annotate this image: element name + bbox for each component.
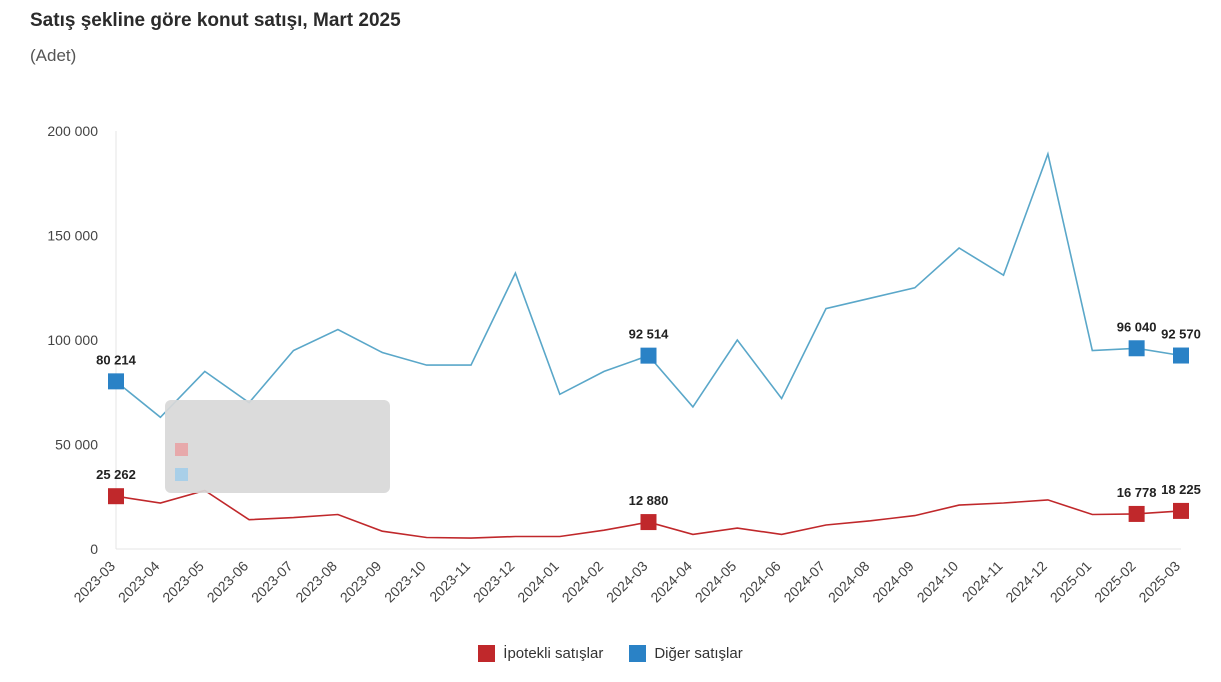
x-tick-label: 2023-07 <box>248 558 296 606</box>
x-tick-label: 2023-05 <box>159 558 207 606</box>
data-label: 92 514 <box>629 327 670 342</box>
x-tick-label: 2024-01 <box>514 558 562 606</box>
y-tick-label: 0 <box>90 541 98 557</box>
data-label: 96 040 <box>1117 319 1157 334</box>
diger-line <box>115 151 1182 419</box>
x-tick-label: 2023-03 <box>70 558 118 606</box>
data-label: 92 570 <box>1161 327 1201 342</box>
legend: İpotekli satışlar Diğer satışlar <box>0 645 1221 662</box>
diger-marker <box>108 373 124 390</box>
x-tick-label: 2024-02 <box>559 558 607 606</box>
legend-swatch-diger <box>629 645 647 662</box>
y-tick-label: 50 000 <box>55 437 98 453</box>
chart-title: Satış şekline göre konut satışı, Mart 20… <box>30 10 401 31</box>
legend-label-ipotekli: İpotekli satışlar <box>503 645 604 662</box>
x-tick-label: 2024-08 <box>825 558 873 606</box>
y-tick-label: 100 000 <box>47 332 98 348</box>
tooltip-overlay <box>165 400 390 493</box>
data-label: 25 262 <box>96 467 136 482</box>
x-tick-label: 2023-04 <box>115 558 163 606</box>
data-label: 16 778 <box>1117 485 1157 500</box>
diger-marker <box>1128 340 1145 357</box>
chart-subtitle: (Adet) <box>30 46 77 65</box>
data-label: 80 214 <box>96 352 137 367</box>
tooltip-swatch-diger <box>175 468 188 481</box>
x-tick-label: 2024-11 <box>959 558 1006 605</box>
data-labels: 80 214 92 514 96 040 92 570 25 262 12 880 16 7… <box>96 319 1201 508</box>
legend-item-diger[interactable]: Diğer satışlar <box>629 645 743 662</box>
diger-marker <box>640 347 657 364</box>
x-tick-label: 2023-11 <box>426 558 473 605</box>
ipotekli-marker <box>640 514 657 531</box>
y-tick-label: 150 000 <box>47 228 98 244</box>
data-label: 12 880 <box>629 493 669 508</box>
x-tick-label: 2024-03 <box>603 558 651 606</box>
x-tick-label: 2024-09 <box>869 558 917 606</box>
x-tick-label: 2023-08 <box>292 558 340 606</box>
data-label: 18 225 <box>1161 482 1201 497</box>
legend-swatch-ipotekli <box>478 645 496 662</box>
x-tick-label: 2023-06 <box>204 558 252 606</box>
ipotekli-marker <box>1173 502 1189 519</box>
x-tick-label: 2025-02 <box>1091 558 1139 606</box>
series-markers <box>108 340 1189 531</box>
x-tick-label: 2025-01 <box>1047 558 1095 606</box>
y-tick-label: 200 000 <box>47 123 98 139</box>
diger-marker <box>1173 347 1189 364</box>
x-tick-label: 2025-03 <box>1135 558 1183 606</box>
x-tick-label: 2023-09 <box>337 558 385 606</box>
x-tick-label: 2024-06 <box>736 558 784 606</box>
legend-label-diger: Diğer satışlar <box>654 645 743 662</box>
tooltip-swatch-ipotekli <box>175 443 188 456</box>
x-tick-label: 2024-07 <box>780 558 828 606</box>
legend-item-ipotekli[interactable]: İpotekli satışlar <box>478 645 603 662</box>
x-tick-label: 2024-04 <box>647 558 695 606</box>
tooltip-box <box>165 400 390 493</box>
x-tick-label: 2023-12 <box>470 558 518 606</box>
x-tick-label: 2023-10 <box>381 558 429 606</box>
ipotekli-marker <box>108 488 124 505</box>
x-tick-label: 2024-12 <box>1002 558 1050 606</box>
x-tick-label: 2024-05 <box>692 558 740 606</box>
ipotekli-marker <box>1128 505 1145 522</box>
x-tick-label: 2024-10 <box>914 558 962 606</box>
